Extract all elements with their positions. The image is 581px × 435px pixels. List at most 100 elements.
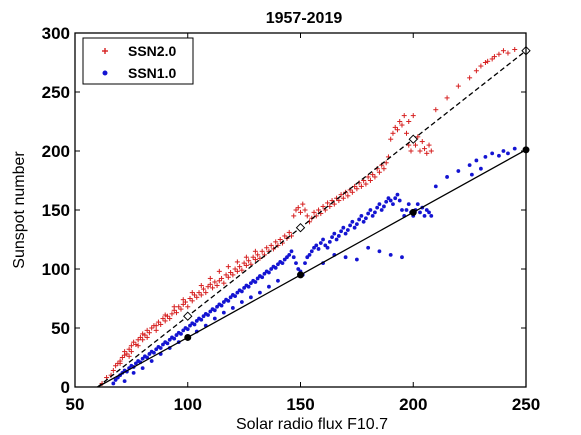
ssn1-point [341,225,346,230]
fit-marker-diamond [408,134,418,144]
ssn2-point [275,242,281,248]
ssn2-point [194,294,200,300]
ssn1-point [215,304,219,309]
ssn2-point [282,233,288,239]
ssn2-point [155,319,161,325]
ssn2-point [316,207,322,213]
ssn1-point [384,199,389,204]
ssn1-point [373,210,377,215]
ssn2-point [354,186,360,192]
ssn1-point [309,249,314,254]
ssn2-point [372,174,378,180]
y-tick-label: 300 [42,24,70,43]
ssn1-point [406,202,411,207]
ssn1-point [181,328,186,333]
ssn1-point [140,356,145,361]
ssn2-point [320,203,326,209]
ssn2-point [223,272,229,278]
ssn2-point [124,351,130,357]
ssn1-point [327,239,332,244]
ssn2-point [187,296,193,301]
ssn2-point [399,122,405,128]
ssn2-point [246,258,252,264]
ssn2-point [349,189,355,195]
legend-marker-ssn1 [102,70,108,76]
ssn1-point [316,247,321,251]
ssn2-point [189,298,195,304]
ssn1-point [427,210,431,215]
ssn2-point [388,136,394,142]
ssn1-point [111,381,116,386]
ssn2-point [392,124,398,130]
ssn1-point [239,300,244,304]
ssn2-point [210,285,216,291]
fit-marker-diamond [183,311,193,321]
ssn1-point [312,245,316,250]
ssn2-point [128,349,134,355]
ssn2-point [237,264,243,270]
ssn2-point [153,323,159,329]
ssn2-point [417,148,423,154]
ssn1-point [230,306,235,310]
ssn1-point [377,249,382,254]
ssn1-point [366,211,371,216]
ssn1-point [388,198,393,203]
ssn1-point [339,229,343,234]
ssn2-point [221,280,227,286]
ssn1-point [192,322,197,327]
ssn1-point [280,261,285,265]
ssn2-point [376,169,382,175]
ssn1-point [246,284,251,289]
ssn1-point [260,275,265,280]
ssn1-point [152,350,156,355]
ssn2-point [243,262,249,268]
ssn2-point [340,195,346,201]
ssn2-point [144,334,150,340]
ssn2-point [367,178,373,183]
x-tick-label: 50 [66,395,85,414]
ssn2-point [338,192,344,198]
ssn1-point [206,313,210,317]
ssn2-point [293,207,299,213]
ssn2-point [403,130,409,136]
ssn2-point [126,346,132,352]
ssn1-point [269,267,274,271]
ssn1-point [276,278,280,283]
ssn2-point [234,259,240,265]
ssn2-point [455,83,461,89]
ssn2-point [358,183,364,189]
ssn2-point [270,246,276,252]
ssn2-point [252,257,258,263]
ssn1-point [332,231,337,236]
ssn1-point [354,257,359,262]
ssn2-point [230,272,236,278]
ssn2-point [365,174,371,180]
ssn1-point [219,303,224,308]
ssn1-point [140,366,145,371]
ssn1-point [445,175,449,179]
ssn2-point [383,160,389,166]
ssn2-point [113,363,119,369]
ssn2-point [241,260,247,266]
ssn2-point [336,198,342,204]
ssn1-point [368,208,373,212]
ssn1-point [382,204,386,209]
ssn1-point [474,158,479,163]
ssn2-point [149,325,155,331]
ssn2-point [196,290,202,296]
ssn2-point [363,181,369,187]
ssn2-point [428,148,434,154]
ssn2-point [433,107,439,113]
ssn2-point [162,312,168,318]
ssn2-point [212,279,218,285]
ssn1-point [221,310,226,315]
ssn1-point [506,151,510,156]
ssn2-point [478,63,484,69]
ssn1-point [391,202,395,207]
ssn1-point [228,295,233,300]
ssn2-point [214,283,220,289]
ssn1-point [323,243,328,248]
ssn2-point [255,252,261,258]
x-tick-label: 200 [399,395,427,414]
ssn2-point [117,360,123,366]
